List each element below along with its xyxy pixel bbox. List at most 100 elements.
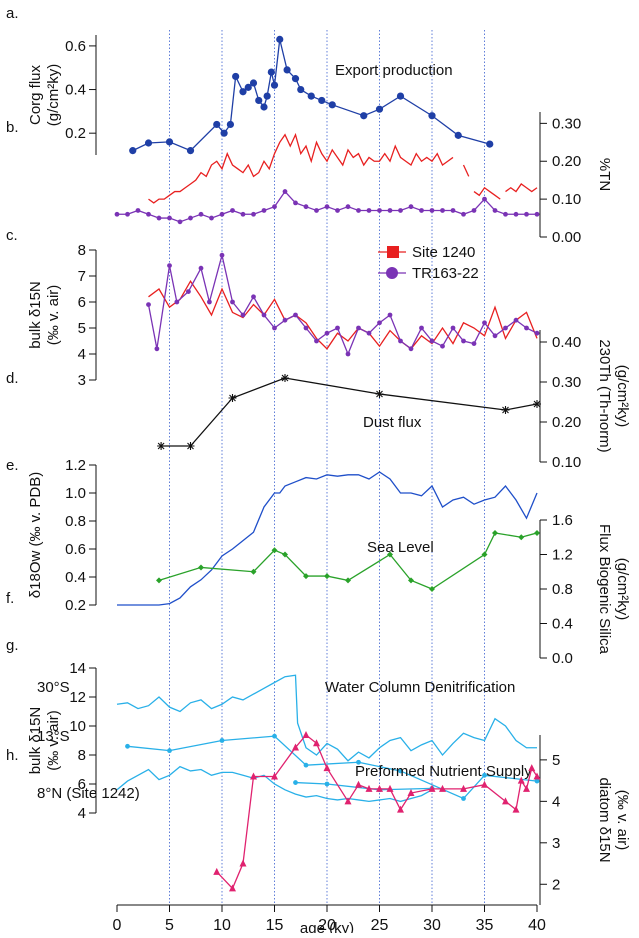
panel-f-point [282, 551, 288, 558]
panel-a-point [239, 88, 247, 96]
panel-g-point [272, 733, 277, 739]
panel-b-point [408, 204, 414, 210]
panel-c-point [524, 325, 529, 331]
panel-b-point [482, 196, 487, 202]
panel-g-tick-label: 8 [78, 747, 86, 764]
panel-e-ylabel: δ18Ow (‰ v. PDB) [27, 472, 44, 598]
panel-f-point [408, 577, 414, 584]
panel-a-point [270, 81, 279, 89]
panel-b-point [440, 208, 445, 213]
panel-h-point [502, 797, 509, 805]
panel-b-point [492, 208, 498, 213]
panel-a-point [328, 101, 336, 109]
panel-f-point [534, 529, 540, 536]
panel-a-point [428, 112, 436, 120]
panel-c-series-line [147, 255, 538, 356]
x-axis-label: age (ky) [300, 920, 354, 933]
panel-a-point [267, 68, 275, 76]
panel-b-point [450, 208, 456, 213]
x-tick-label: 20 [318, 917, 336, 933]
panel-g-point [356, 759, 361, 765]
panel-a-point [396, 92, 405, 100]
panel-a-point [291, 75, 300, 83]
panel-a-point [213, 120, 221, 129]
panel-g-point [293, 780, 298, 785]
panel-c-point [154, 346, 160, 352]
panel-e-tick-label: 1.0 [65, 485, 86, 502]
panel-h-point [313, 739, 320, 747]
panel-c-point [377, 320, 382, 326]
panel-b-point [209, 215, 214, 221]
panel-a-tick-label: 0.2 [65, 125, 86, 142]
panel-c-point [272, 325, 277, 331]
legend-marker [387, 246, 399, 258]
panel-g-point [303, 762, 309, 768]
panel-a-point [276, 35, 284, 43]
panel-f-point [518, 534, 525, 541]
panel-f-point [492, 529, 498, 536]
panel-a-point [297, 85, 305, 94]
panel-f-point [387, 551, 393, 558]
panel-c-point [261, 312, 267, 318]
panel-e-series-line [117, 471, 538, 606]
panel-d-point [501, 406, 510, 414]
panel-h-tick-label: 2 [552, 876, 560, 893]
panel-g-ylabel: (‰ v. air) [45, 710, 62, 771]
panel-f-letter: f. [6, 590, 14, 607]
panel-g-series-line [116, 674, 537, 762]
panel-b-series-line [473, 186, 501, 200]
panel-c-point [398, 338, 403, 344]
panel-e-title: Sea Level [367, 539, 434, 556]
panel-g-point [167, 748, 172, 754]
panel-b-point [429, 208, 435, 213]
x-tick-label: 30 [423, 917, 441, 933]
panel-c-point [408, 346, 414, 352]
panel-g-point [324, 781, 330, 787]
panel-f-ylabel: Flux Biogenic Silica [596, 524, 613, 655]
panel-c-point [219, 252, 225, 258]
panel-g-tick-label: 12 [69, 689, 86, 706]
panel-c-tick-label: 8 [78, 242, 86, 259]
panel-h-point [512, 805, 520, 813]
panel-b-point [366, 208, 372, 213]
panel-b-point [398, 208, 403, 213]
panel-h-point [460, 784, 467, 792]
panel-g-tick-label: 4 [78, 805, 86, 822]
panel-d-point [157, 442, 166, 450]
panel-c-point [207, 299, 212, 305]
label-30s: 30°S [37, 679, 70, 696]
panel-d-title: Dust flux [363, 414, 422, 431]
panel-b-point [167, 215, 172, 221]
panel-f-point [198, 564, 204, 571]
panel-g-series-line [116, 765, 433, 803]
panel-c-tick-label: 5 [78, 320, 86, 337]
panel-e-tick-label: 0.2 [65, 597, 86, 614]
panel-f-point [345, 577, 351, 584]
panel-h-point [397, 805, 404, 813]
panel-h-series-line [216, 734, 538, 890]
panel-c-point [482, 320, 487, 326]
panel-g-point [398, 768, 403, 774]
panel-c-letter: c. [6, 227, 18, 244]
panel-g-tick-label: 10 [69, 718, 86, 735]
panel-d-point [186, 442, 195, 450]
panel-c-point [324, 330, 330, 336]
panel-f-tick-label: 0.0 [552, 650, 573, 667]
panel-c-tick-label: 4 [78, 346, 86, 363]
label-8n: 8°N (Site 1242) [37, 785, 140, 802]
panel-b-tick-label: 0.30 [552, 115, 581, 132]
panel-c-point [503, 325, 508, 331]
panel-b-point [177, 219, 183, 225]
panel-b-point [135, 208, 141, 213]
panel-b-point [377, 208, 382, 213]
panel-d-point [533, 400, 541, 408]
panel-b-point [314, 208, 319, 213]
legend-marker [386, 267, 398, 279]
panel-c-point [429, 338, 435, 344]
panel-c-point [293, 312, 298, 318]
panel-f-point [324, 573, 330, 580]
panel-a-point [263, 92, 271, 100]
panel-a-point [375, 105, 384, 113]
panel-c-ylabel: (‰ v. air) [45, 285, 62, 346]
